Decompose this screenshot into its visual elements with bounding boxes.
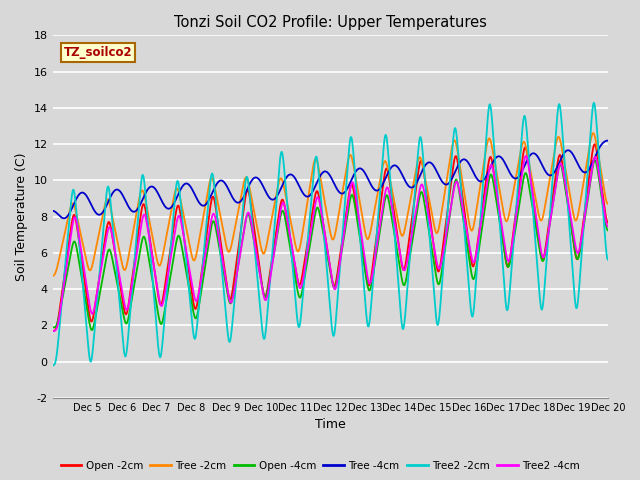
- X-axis label: Time: Time: [315, 419, 346, 432]
- Text: TZ_soilco2: TZ_soilco2: [63, 46, 132, 59]
- Legend: Open -2cm, Tree -2cm, Open -4cm, Tree -4cm, Tree2 -2cm, Tree2 -4cm: Open -2cm, Tree -2cm, Open -4cm, Tree -4…: [56, 456, 584, 475]
- Y-axis label: Soil Temperature (C): Soil Temperature (C): [15, 153, 28, 281]
- Title: Tonzi Soil CO2 Profile: Upper Temperatures: Tonzi Soil CO2 Profile: Upper Temperatur…: [173, 15, 486, 30]
